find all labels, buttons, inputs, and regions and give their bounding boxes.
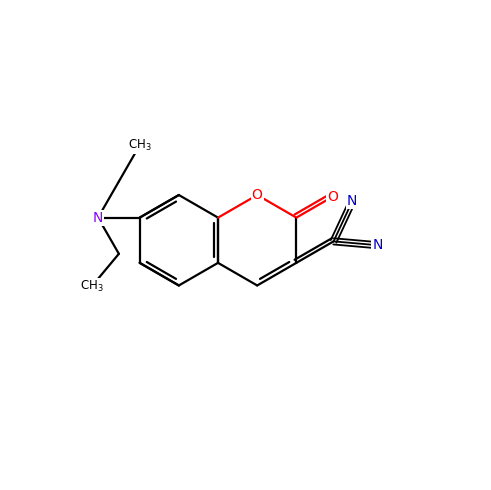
Text: O: O bbox=[252, 188, 263, 202]
Text: N: N bbox=[347, 194, 357, 208]
Text: N: N bbox=[373, 238, 383, 252]
Text: CH$_3$: CH$_3$ bbox=[80, 279, 104, 294]
Text: CH$_3$: CH$_3$ bbox=[128, 138, 152, 153]
Text: N: N bbox=[93, 211, 103, 224]
Text: O: O bbox=[327, 190, 338, 204]
